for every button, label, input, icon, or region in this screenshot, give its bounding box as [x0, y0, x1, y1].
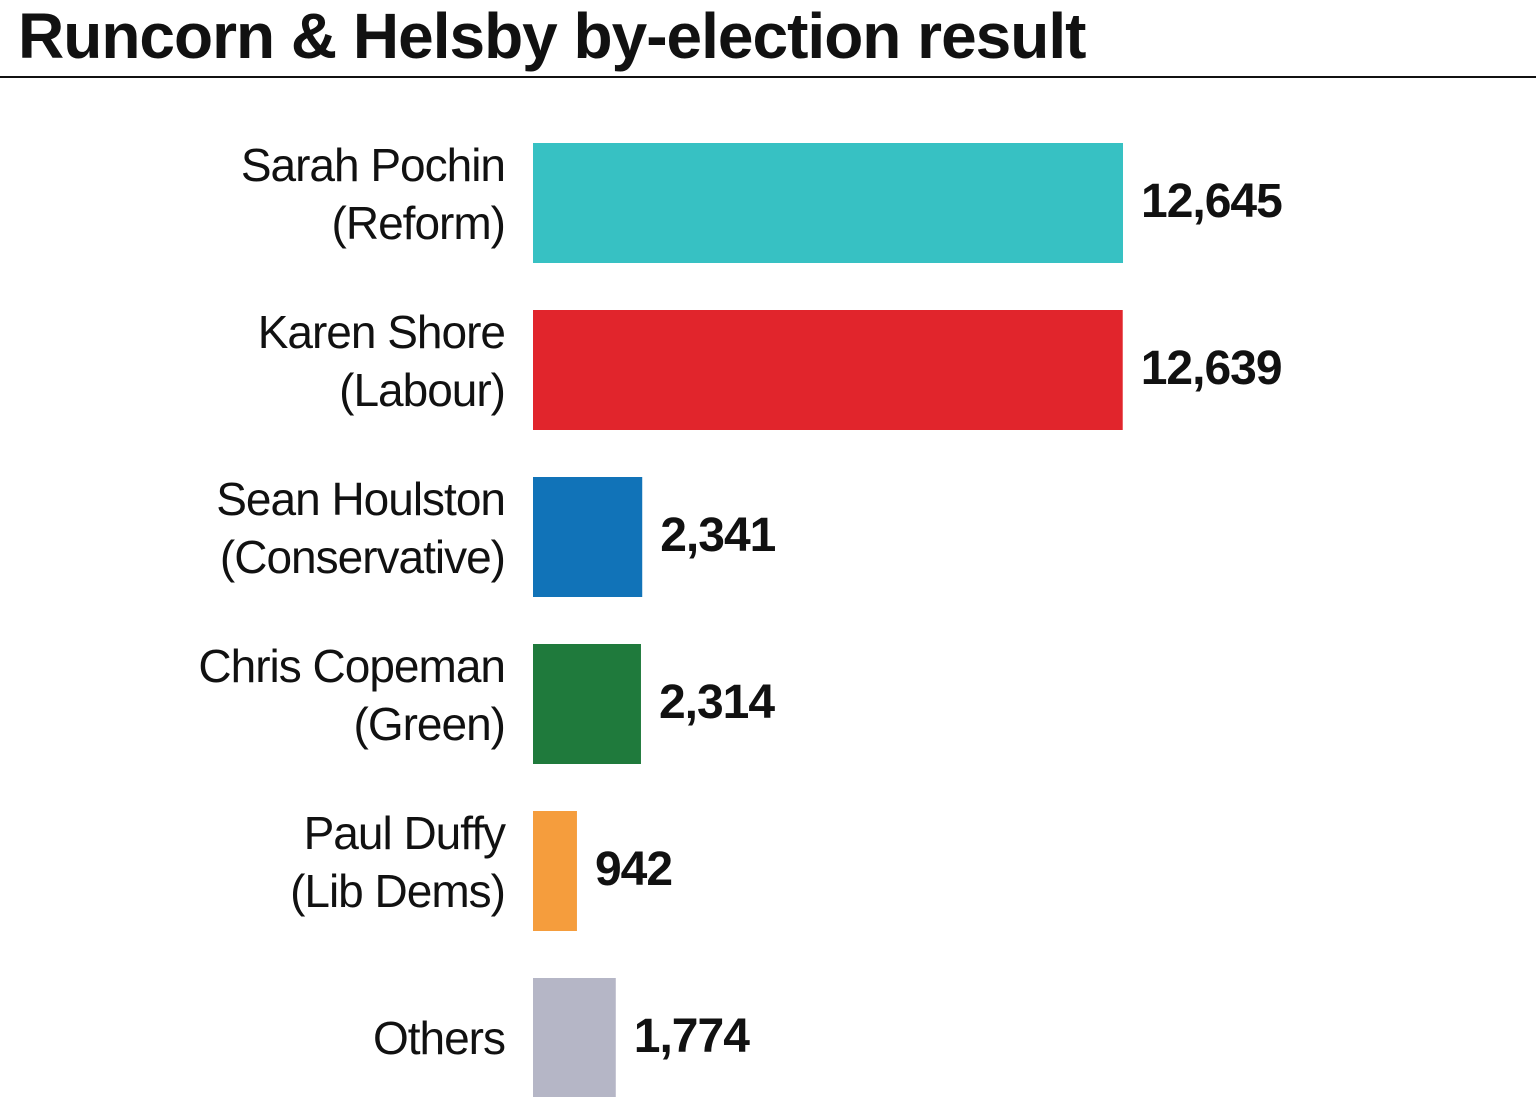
bar [533, 978, 616, 1097]
chart-title: Runcorn & Helsby by-election result [18, 0, 1086, 72]
category-label-line: Others [373, 1012, 505, 1064]
category-label-line: (Conservative) [220, 531, 505, 583]
category-label: Others [373, 1012, 505, 1064]
category-label: Sean Houlston (Conservative) [216, 473, 505, 583]
title-divider [0, 76, 1536, 78]
category-label-line: (Reform) [332, 197, 505, 249]
bar [533, 477, 643, 597]
value-label: 12,645 [1141, 175, 1282, 228]
value-label: 12,639 [1141, 342, 1282, 395]
bar [533, 811, 577, 931]
category-label-line: Sean Houlston [216, 473, 505, 525]
category-label-line: (Labour) [339, 364, 505, 416]
category-label-line: Karen Shore [258, 306, 505, 358]
bar [533, 143, 1123, 263]
category-label-line: (Green) [354, 698, 505, 750]
bar [533, 644, 641, 764]
value-label: 2,314 [659, 676, 775, 729]
value-label: 2,341 [660, 509, 775, 562]
value-label: 942 [595, 843, 672, 896]
category-label-line: (Lib Dems) [290, 865, 505, 917]
category-label-line: Sarah Pochin [241, 139, 505, 191]
category-label-line: Chris Copeman [198, 640, 505, 692]
value-label: 1,774 [634, 1010, 750, 1063]
category-label: Paul Duffy (Lib Dems) [290, 807, 506, 917]
category-label: Sarah Pochin (Reform) [241, 139, 505, 249]
category-label: Karen Shore (Labour) [258, 306, 505, 416]
category-label: Chris Copeman (Green) [198, 640, 505, 750]
category-label-line: Paul Duffy [304, 807, 506, 859]
bar [533, 310, 1123, 430]
